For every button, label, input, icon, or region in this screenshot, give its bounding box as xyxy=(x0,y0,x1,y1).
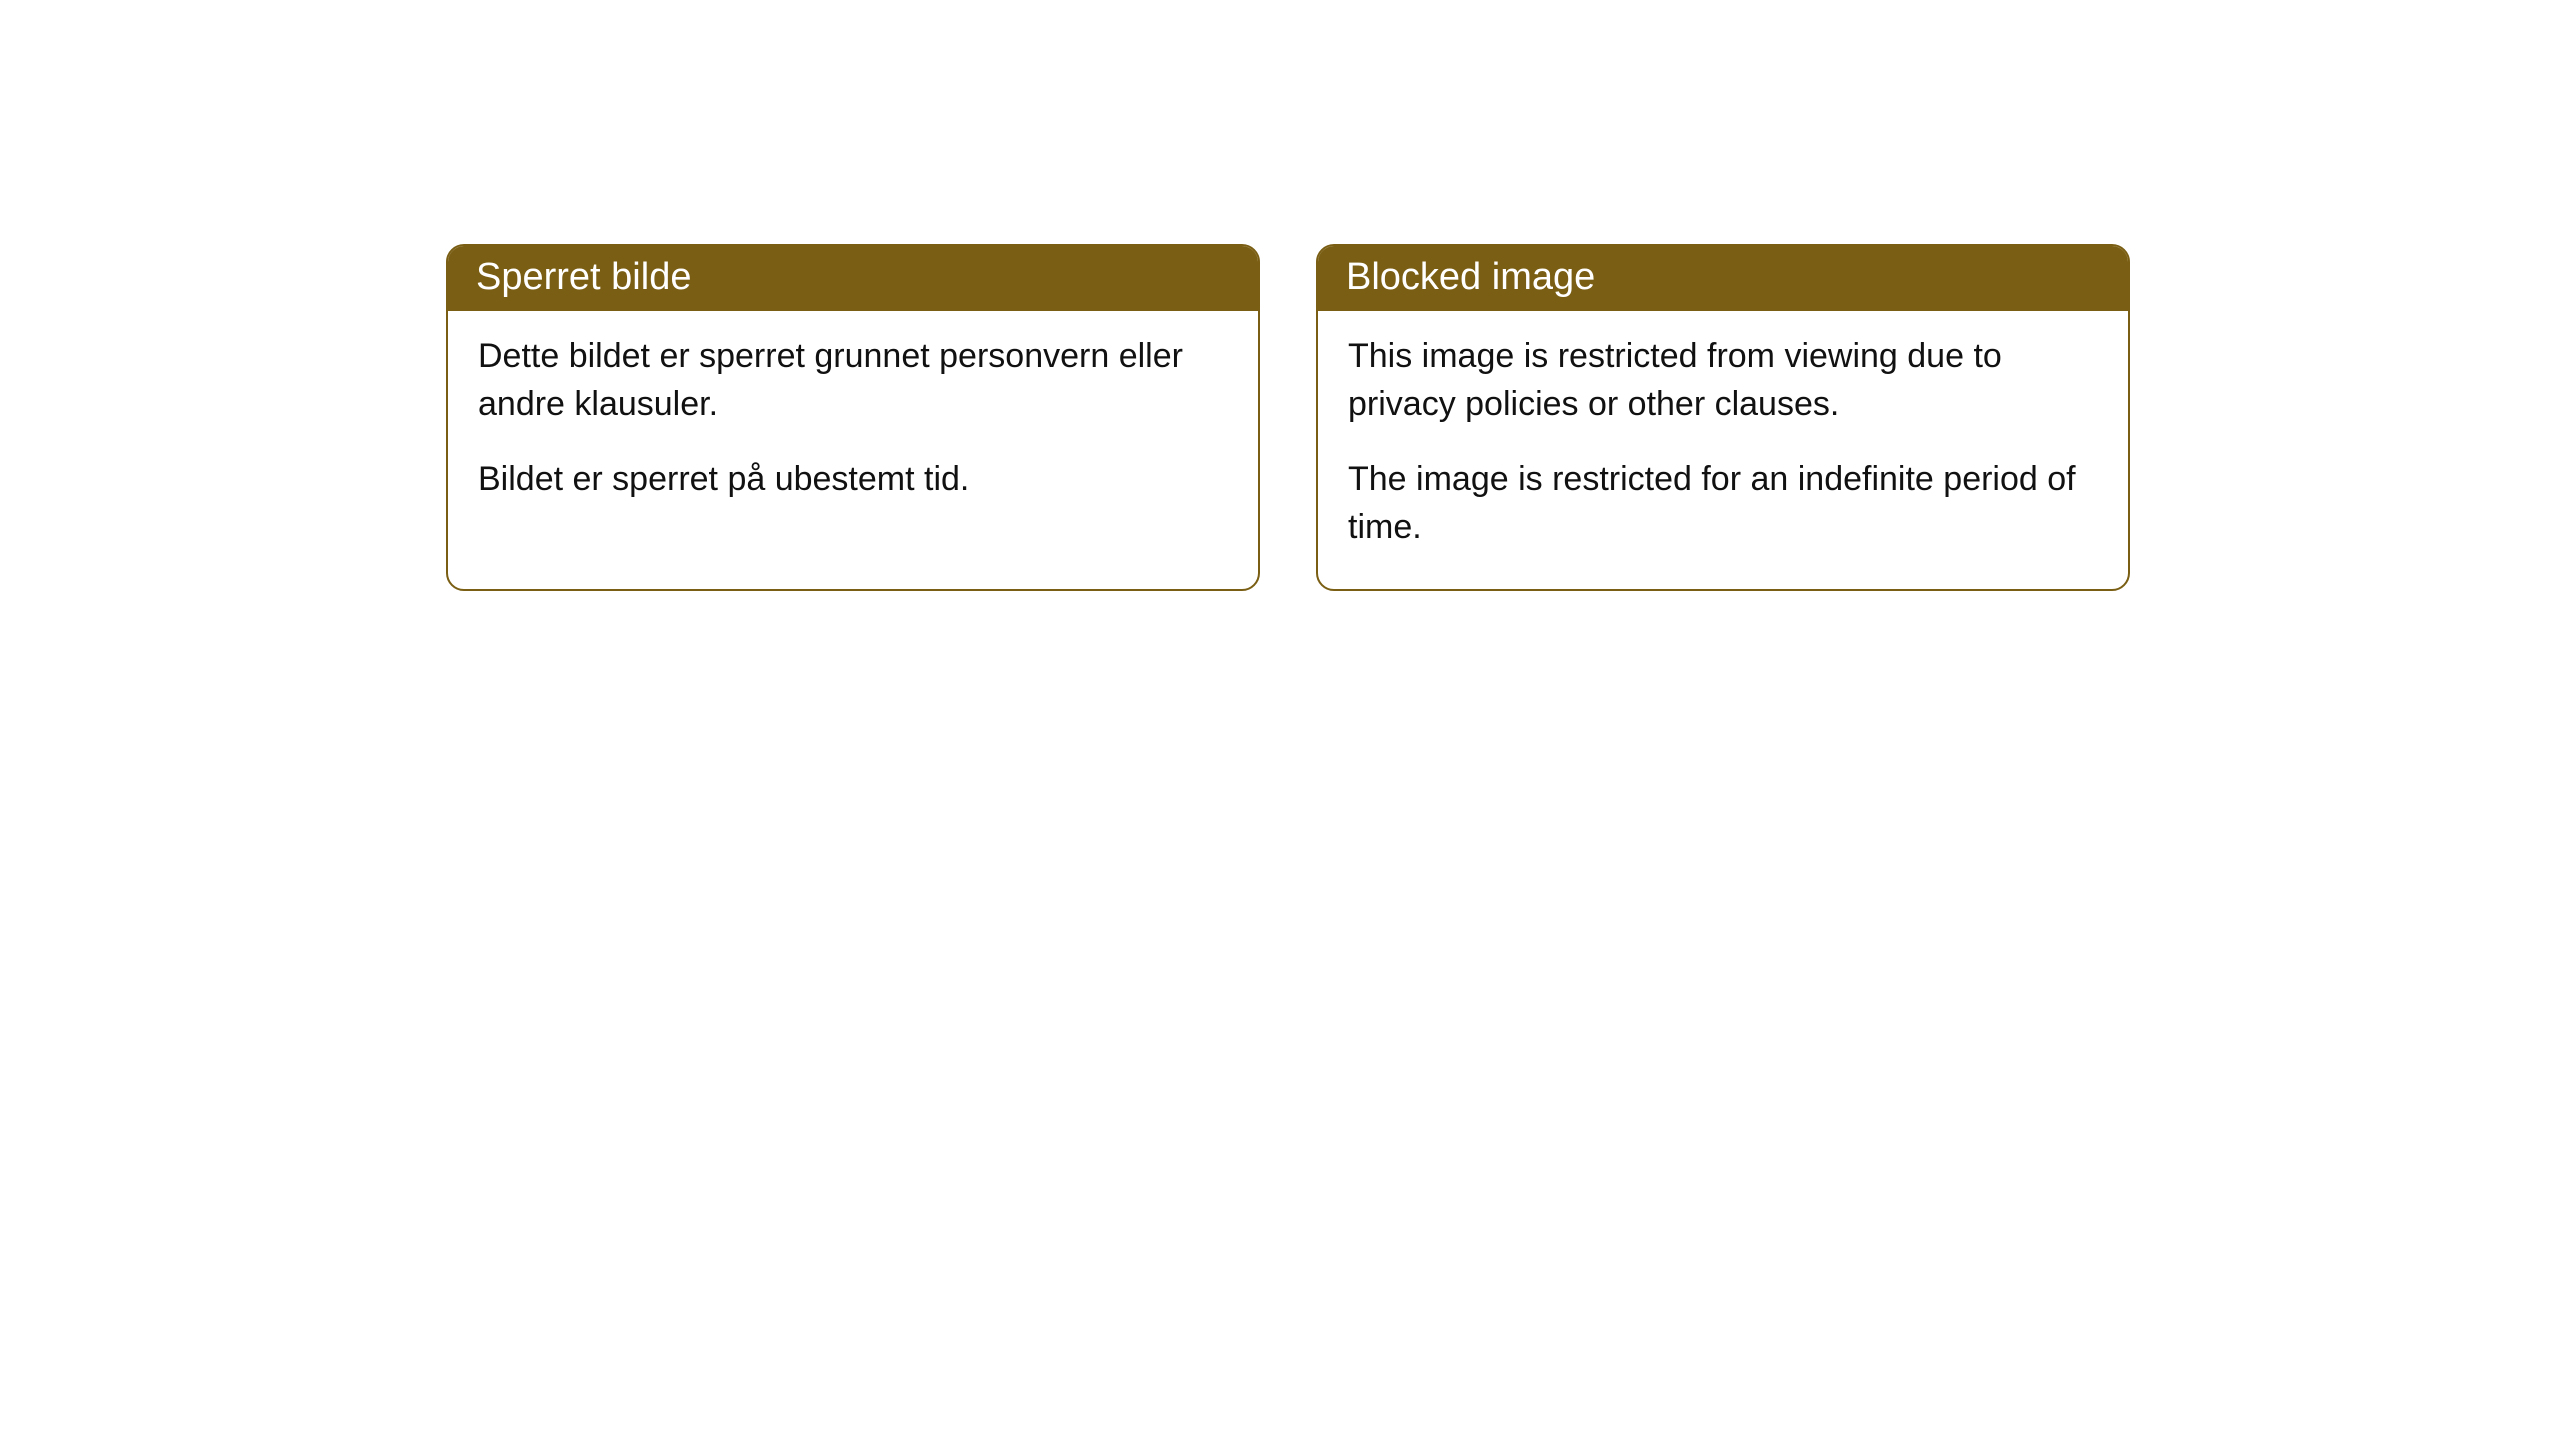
notice-paragraph: The image is restricted for an indefinit… xyxy=(1348,456,2098,551)
notice-paragraph: Bildet er sperret på ubestemt tid. xyxy=(478,456,1228,504)
notice-body-english: This image is restricted from viewing du… xyxy=(1318,311,2128,589)
notice-body-norwegian: Dette bildet er sperret grunnet personve… xyxy=(448,311,1258,542)
notice-cards-container: Sperret bilde Dette bildet er sperret gr… xyxy=(446,244,2130,591)
notice-card-english: Blocked image This image is restricted f… xyxy=(1316,244,2130,591)
notice-paragraph: Dette bildet er sperret grunnet personve… xyxy=(478,333,1228,428)
notice-paragraph: This image is restricted from viewing du… xyxy=(1348,333,2098,428)
notice-header-norwegian: Sperret bilde xyxy=(448,246,1258,311)
notice-card-norwegian: Sperret bilde Dette bildet er sperret gr… xyxy=(446,244,1260,591)
notice-header-english: Blocked image xyxy=(1318,246,2128,311)
